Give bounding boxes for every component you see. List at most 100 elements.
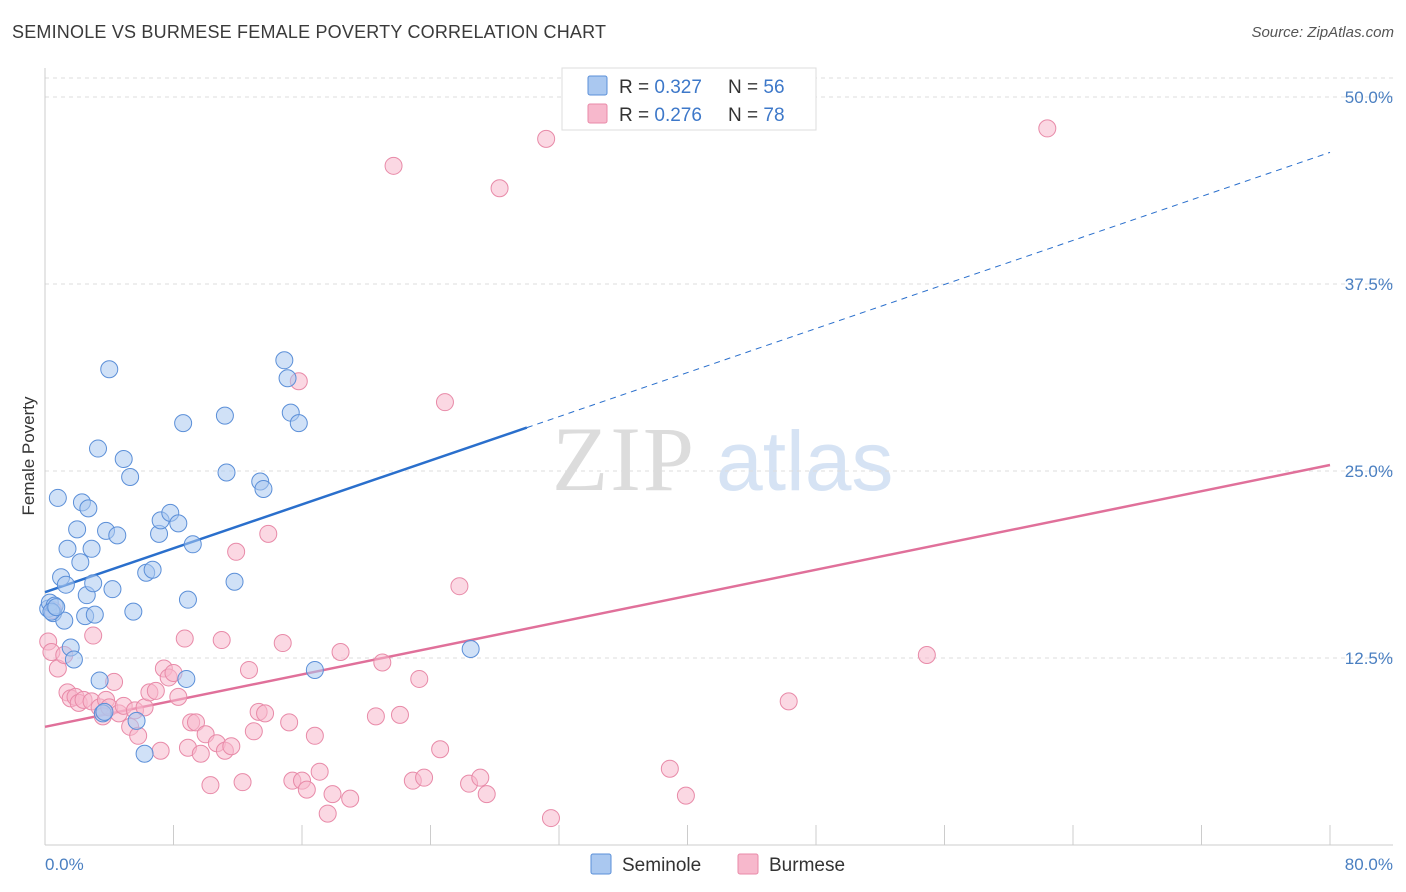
- burmese-point: [450, 577, 469, 596]
- svg-text:N = 78: N = 78: [728, 105, 785, 126]
- seminole-point: [461, 640, 480, 659]
- x-tick-label: 80.0%: [1345, 855, 1393, 874]
- seminole-point: [215, 406, 234, 425]
- seminole-point: [124, 602, 143, 621]
- legend-r-label: R =: [619, 77, 654, 98]
- burmese-point: [917, 646, 936, 665]
- burmese-point: [259, 524, 278, 543]
- bottom-legend-label-seminole: Seminole: [622, 855, 701, 876]
- seminole-point: [177, 669, 196, 688]
- seminole-point: [64, 650, 83, 669]
- legend: R = 0.327 N = 56 R = 0.276 N = 78: [561, 67, 817, 131]
- burmese-point: [201, 776, 220, 795]
- burmese-trend-line: [44, 463, 1331, 729]
- seminole-point: [68, 520, 87, 539]
- burmese-point: [477, 785, 496, 804]
- seminole-point: [79, 499, 98, 518]
- axes: [44, 68, 1393, 846]
- tick-labels: 12.5% 25.0% 37.5% 50.0% 0.0% 80.0%: [45, 88, 1393, 874]
- bottom-legend: Seminole Burmese: [590, 853, 845, 876]
- seminole-point: [174, 414, 193, 433]
- bottom-legend-label-burmese: Burmese: [769, 855, 845, 876]
- burmese-point: [244, 722, 263, 741]
- seminole-point: [48, 488, 67, 507]
- legend-n-label: N =: [728, 105, 763, 126]
- seminole-point: [254, 479, 273, 498]
- seminole-point: [289, 414, 308, 433]
- burmese-point: [297, 780, 316, 799]
- burmese-point: [146, 681, 165, 700]
- burmese-point: [779, 692, 798, 711]
- seminole-point: [143, 560, 162, 579]
- seminole-point: [85, 605, 104, 624]
- seminole-point: [103, 580, 122, 599]
- seminole-point: [225, 572, 244, 591]
- points: [39, 119, 1057, 828]
- burmese-point: [537, 129, 556, 148]
- y-tick-label: 12.5%: [1345, 649, 1393, 668]
- burmese-point: [676, 786, 695, 805]
- legend-n-value: 78: [763, 105, 784, 126]
- burmese-point: [390, 705, 409, 724]
- seminole-point: [135, 744, 154, 763]
- burmese-point: [222, 737, 241, 756]
- burmese-point: [233, 773, 252, 792]
- seminole-point: [127, 711, 146, 730]
- burmese-point: [331, 643, 350, 662]
- chart-title: SEMINOLE VS BURMESE FEMALE POVERTY CORRE…: [12, 22, 607, 42]
- burmese-point: [1038, 119, 1057, 138]
- burmese-point: [415, 768, 434, 787]
- seminole-trend-line: [44, 426, 528, 594]
- seminole-point: [305, 660, 324, 679]
- seminole-point: [108, 526, 127, 545]
- seminole-point: [183, 535, 202, 554]
- seminole-point: [121, 467, 140, 486]
- burmese-point: [239, 660, 258, 679]
- burmese-point: [366, 707, 385, 726]
- burmese-point: [318, 804, 337, 823]
- seminole-point: [178, 590, 197, 609]
- legend-n-value: 56: [763, 77, 784, 98]
- burmese-point: [431, 740, 450, 759]
- seminole-point: [95, 702, 114, 721]
- seminole-point: [278, 369, 297, 388]
- burmese-point: [373, 653, 392, 672]
- burmese-point: [280, 713, 299, 732]
- burmese-point: [323, 785, 342, 804]
- burmese-point: [175, 629, 194, 648]
- seminole-point: [114, 450, 133, 469]
- burmese-point: [660, 759, 679, 778]
- seminole-point: [275, 351, 294, 370]
- burmese-point: [310, 762, 329, 781]
- grid: [45, 77, 1393, 659]
- burmese-point: [305, 726, 324, 745]
- legend-swatch-seminole: [587, 75, 608, 96]
- seminole-point: [47, 598, 66, 617]
- seminole-point: [82, 539, 101, 558]
- seminole-point: [100, 360, 119, 379]
- burmese-point: [191, 744, 210, 763]
- svg-text:R = 0.276: R = 0.276: [619, 105, 702, 126]
- seminole-point: [56, 575, 75, 594]
- seminole-point: [71, 553, 90, 572]
- burmese-point: [273, 634, 292, 653]
- legend-r-value: 0.276: [654, 105, 702, 126]
- watermark-atlas: atlas: [716, 414, 893, 508]
- legend-n-label: N =: [728, 77, 763, 98]
- svg-text:N = 56: N = 56: [728, 77, 785, 98]
- y-tick-label: 37.5%: [1345, 275, 1393, 294]
- svg-text:R = 0.327: R = 0.327: [619, 77, 702, 98]
- seminole-trend-extension: [526, 151, 1331, 429]
- burmese-point: [186, 713, 205, 732]
- burmese-point: [151, 741, 170, 760]
- y-tick-label: 50.0%: [1345, 88, 1393, 107]
- seminole-point: [90, 671, 109, 690]
- burmese-point: [435, 393, 454, 412]
- burmese-point: [541, 809, 560, 828]
- legend-r-label: R =: [619, 105, 654, 126]
- legend-swatch-burmese: [587, 103, 608, 124]
- bottom-legend-swatch-burmese: [737, 853, 759, 875]
- seminole-point: [89, 439, 108, 458]
- trend-lines: [44, 151, 1331, 729]
- burmese-point: [490, 179, 509, 198]
